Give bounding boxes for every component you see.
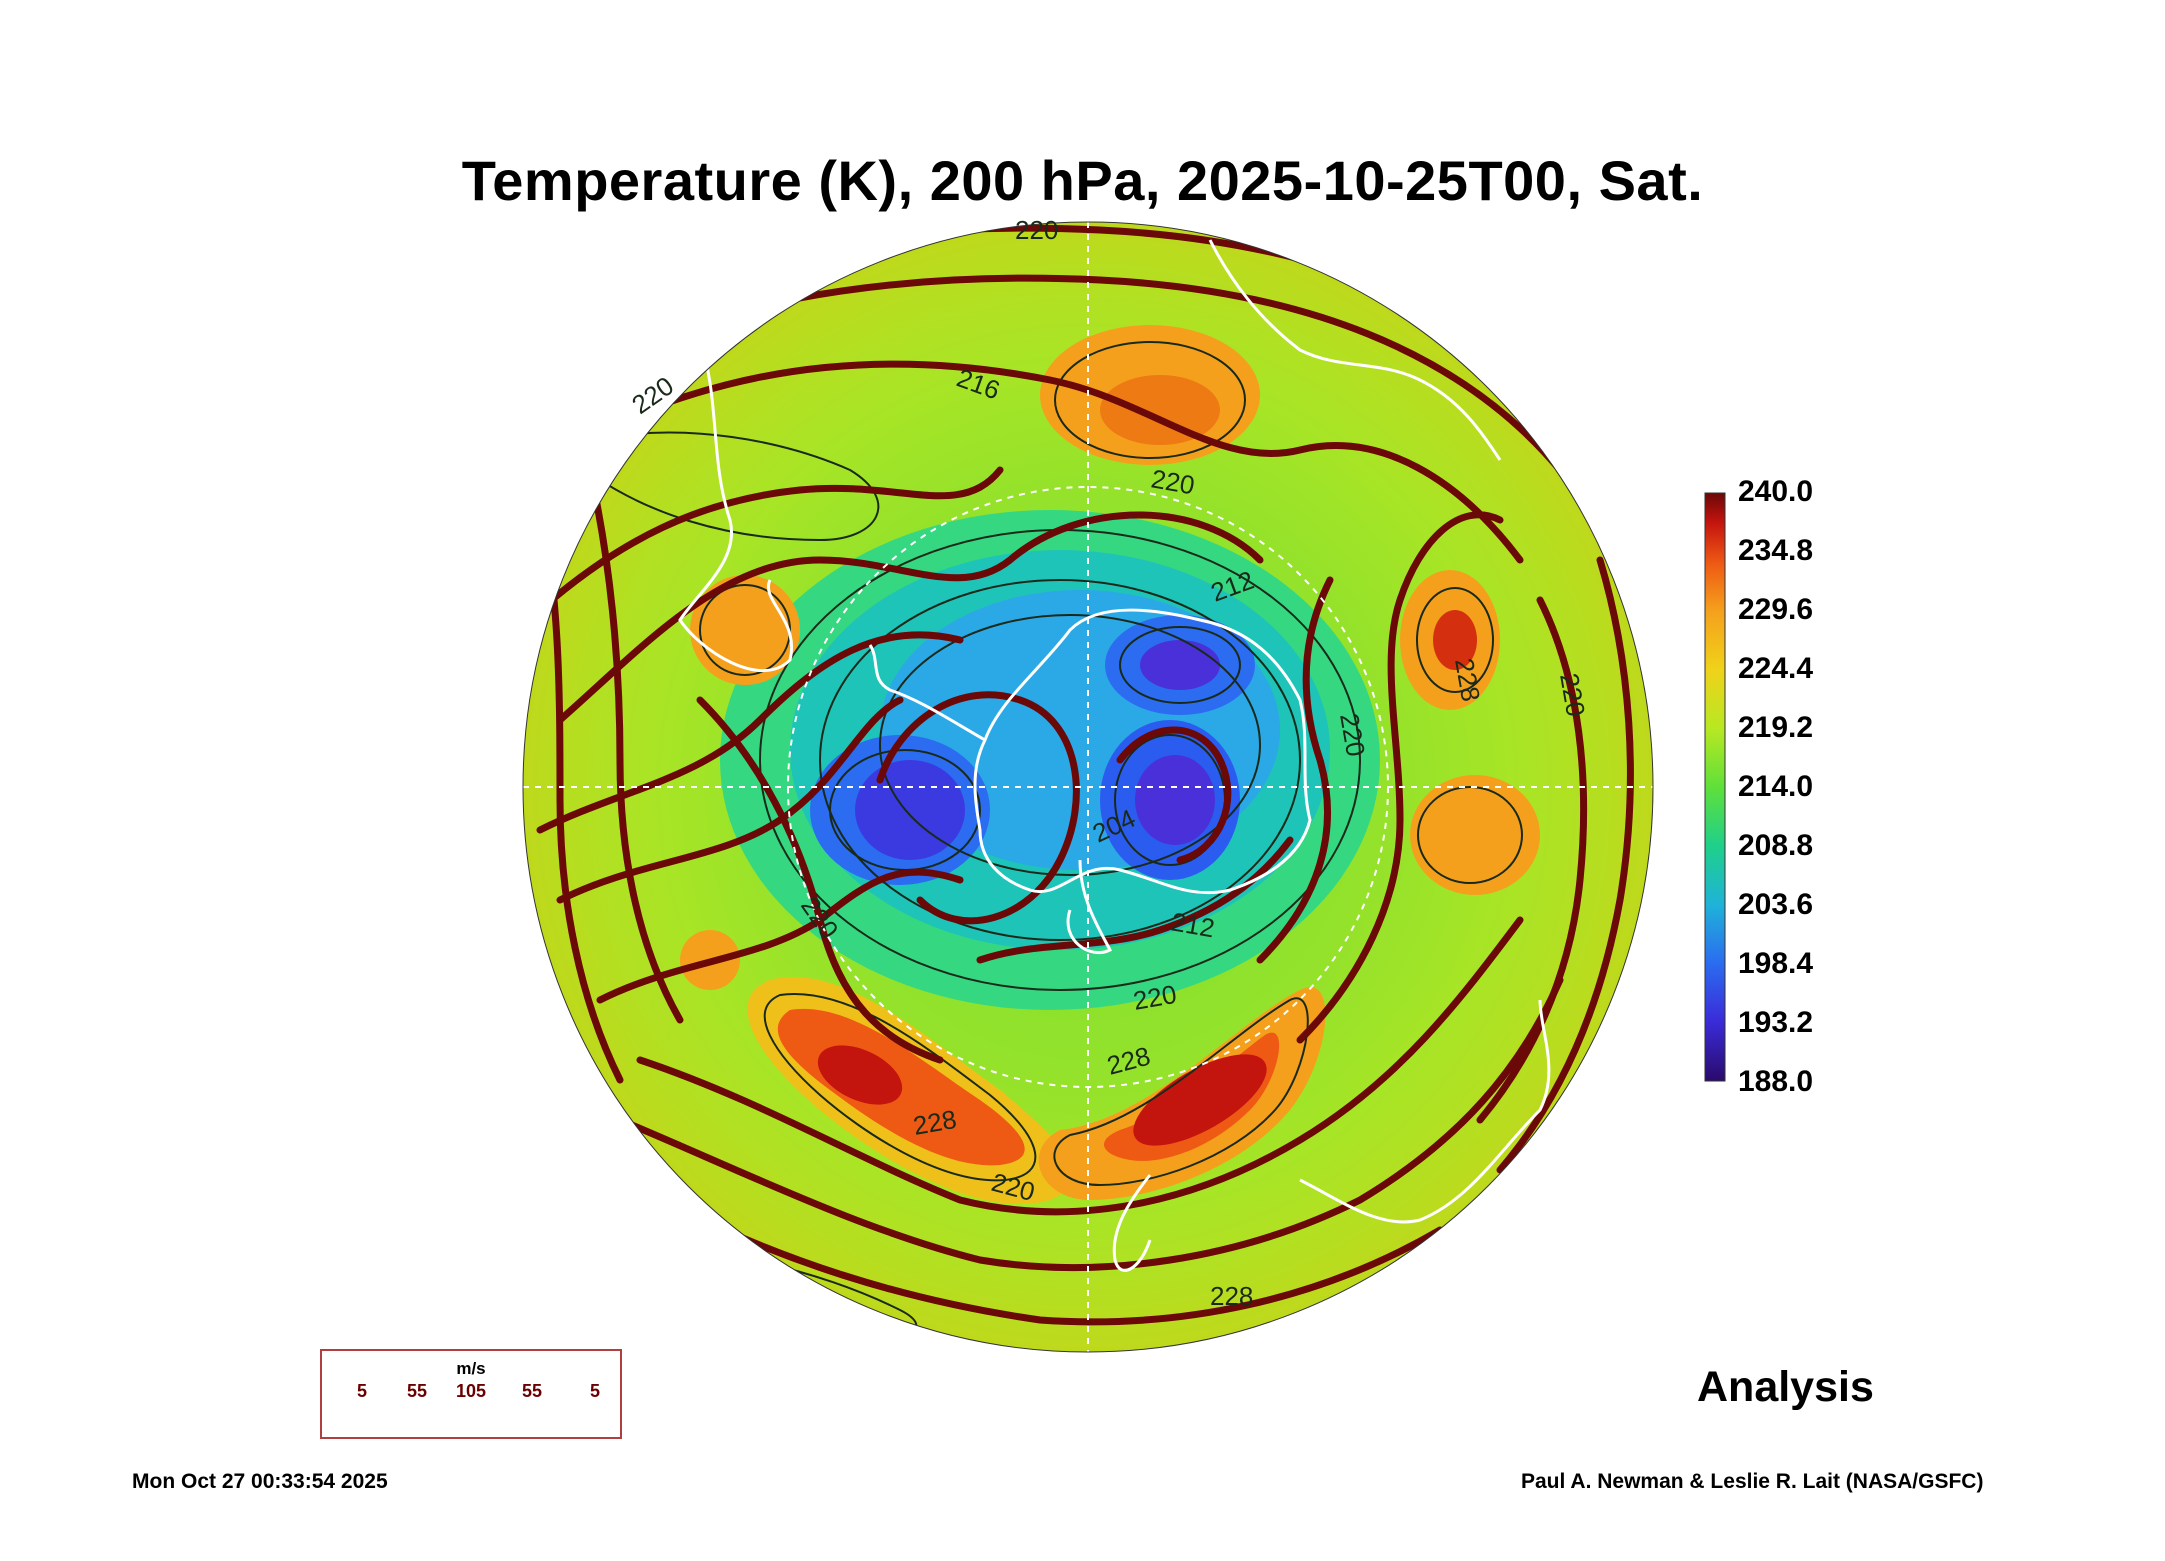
- colorbar-label: 234.8: [1738, 534, 1814, 567]
- colorbar-label: 188.0: [1738, 1065, 1814, 1098]
- colorbar: [1704, 492, 1726, 1082]
- wind-speed-legend: m/s 5 55 105 55 5: [320, 1349, 622, 1439]
- colorbar-label: 214.0: [1738, 770, 1814, 803]
- contour-label: 228: [911, 1104, 959, 1141]
- map-title: Temperature (K), 200 hPa, 2025-10-25T00,…: [461, 149, 1704, 212]
- wind-legend-value: 5: [357, 1381, 368, 1401]
- contour-label: 220: [1131, 979, 1179, 1016]
- contour-label: 220: [1149, 463, 1197, 500]
- colorbar-label: 240.0: [1738, 475, 1814, 508]
- contour-label: 220: [1554, 671, 1591, 719]
- contour-label: 220: [1334, 711, 1371, 759]
- wind-legend-value: 55: [522, 1381, 543, 1401]
- coastlines: [678, 239, 1551, 1272]
- colorbar-label: 203.6: [1738, 888, 1814, 921]
- timestamp: Mon Oct 27 00:33:54 2025: [132, 1470, 388, 1493]
- contour-label: 228: [1210, 1281, 1253, 1311]
- colorbar-label: 224.4: [1738, 652, 1814, 685]
- colorbar-label: 208.8: [1738, 829, 1814, 862]
- wind-legend-value: 5: [590, 1381, 601, 1401]
- wind-legend-unit: m/s: [456, 1359, 486, 1378]
- contour-label: 212: [1169, 906, 1217, 943]
- colorbar-label: 219.2: [1738, 711, 1814, 744]
- colorbar-label: 193.2: [1738, 1006, 1814, 1039]
- map-border: [522, 221, 1654, 1353]
- contour-label: 228: [1449, 656, 1486, 704]
- graticule: [523, 222, 1653, 1352]
- colorbar-label: 198.4: [1738, 947, 1814, 980]
- credit-line: Paul A. Newman & Leslie R. Lait (NASA/GS…: [1521, 1470, 1984, 1493]
- wind-legend-value: 55: [407, 1381, 428, 1401]
- wind-legend-value: 105: [456, 1381, 487, 1401]
- colorbar-label: 229.6: [1738, 593, 1814, 626]
- contour-label: 220: [1015, 215, 1058, 245]
- product-label: Analysis: [1697, 1363, 1874, 1411]
